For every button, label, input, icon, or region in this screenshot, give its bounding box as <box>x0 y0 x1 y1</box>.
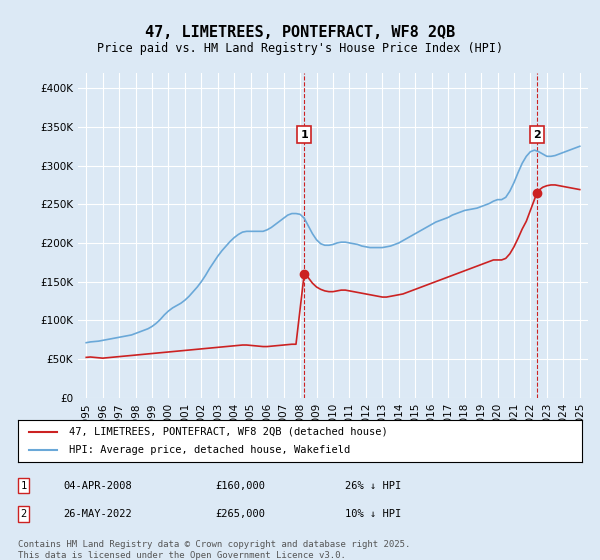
Text: 47, LIMETREES, PONTEFRACT, WF8 2QB (detached house): 47, LIMETREES, PONTEFRACT, WF8 2QB (deta… <box>69 427 388 437</box>
Text: 10% ↓ HPI: 10% ↓ HPI <box>345 509 401 519</box>
Text: Contains HM Land Registry data © Crown copyright and database right 2025.
This d: Contains HM Land Registry data © Crown c… <box>18 540 410 560</box>
Text: £265,000: £265,000 <box>215 509 265 519</box>
Text: 04-APR-2008: 04-APR-2008 <box>63 480 132 491</box>
Text: 1: 1 <box>301 130 308 139</box>
Text: 47, LIMETREES, PONTEFRACT, WF8 2QB: 47, LIMETREES, PONTEFRACT, WF8 2QB <box>145 25 455 40</box>
Text: 2: 2 <box>20 509 27 519</box>
Text: HPI: Average price, detached house, Wakefield: HPI: Average price, detached house, Wake… <box>69 445 350 455</box>
Text: 2: 2 <box>533 130 541 139</box>
Text: 26-MAY-2022: 26-MAY-2022 <box>63 509 132 519</box>
Text: Price paid vs. HM Land Registry's House Price Index (HPI): Price paid vs. HM Land Registry's House … <box>97 42 503 55</box>
Text: 1: 1 <box>20 480 27 491</box>
Text: £160,000: £160,000 <box>215 480 265 491</box>
Text: 26% ↓ HPI: 26% ↓ HPI <box>345 480 401 491</box>
